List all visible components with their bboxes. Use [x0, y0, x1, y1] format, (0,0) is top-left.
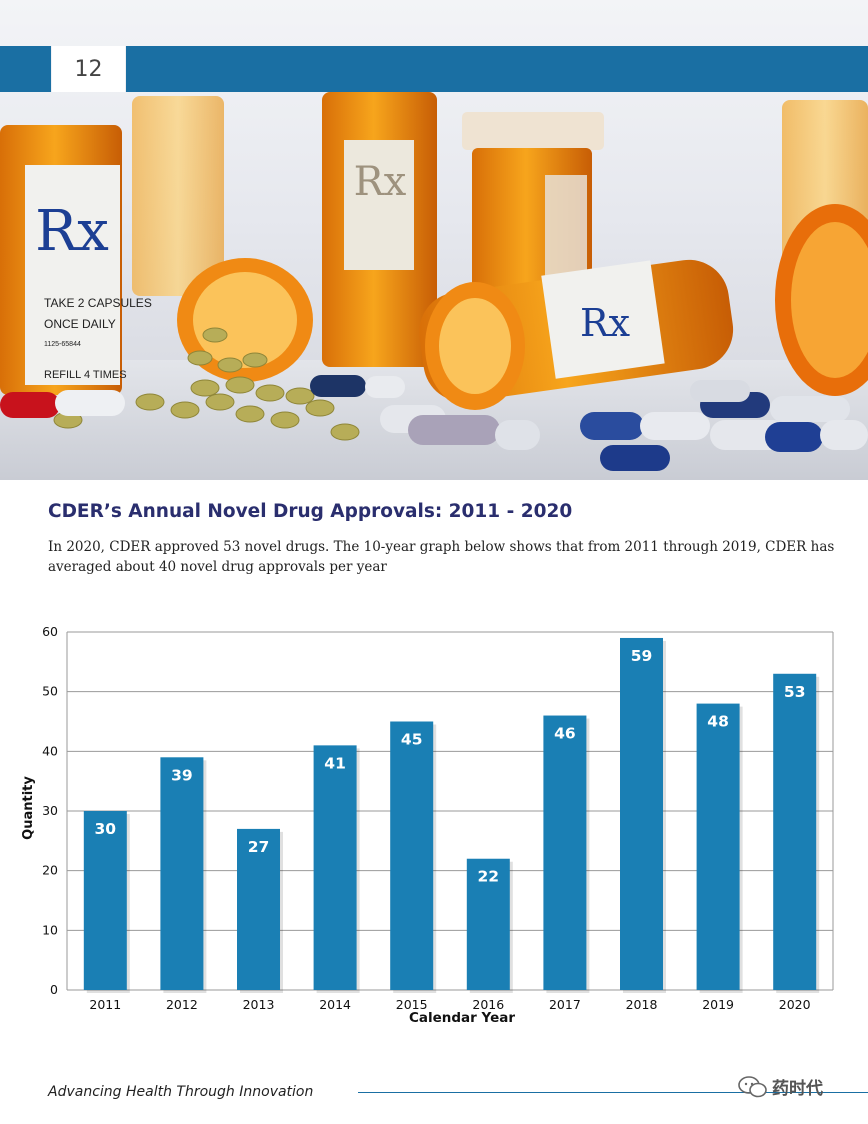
y-tick-label: 0: [50, 982, 58, 997]
footer-rule: [358, 1092, 868, 1093]
y-tick-label: 10: [42, 922, 58, 937]
page-number: 12: [52, 46, 125, 92]
data-label: 59: [631, 647, 653, 665]
svg-text:TAKE 2 CAPSULES: TAKE 2 CAPSULES: [44, 296, 152, 310]
bar-2019: [696, 703, 740, 990]
y-axis-label: Quantity: [21, 776, 36, 840]
y-tick-label: 60: [42, 624, 58, 639]
y-axis-ticks: 0 10 20 30 40 50 60: [42, 624, 58, 997]
bar-2014: [313, 745, 357, 990]
header-band-left: [0, 46, 51, 92]
pill-bottles-illustration: Rx TAKE 2 CAPSULES ONCE DAILY 1125-65844…: [0, 92, 868, 480]
bar-2013: [237, 828, 280, 990]
x-tick-label: 2018: [626, 997, 658, 1012]
watermark-text: 药时代: [772, 1079, 823, 1099]
svg-text:Rx: Rx: [354, 159, 407, 205]
data-label: 41: [324, 754, 346, 772]
x-tick-label: 2011: [89, 997, 121, 1012]
section-title: CDER’s Annual Novel Drug Approvals: 2011…: [48, 501, 573, 522]
header-band-right: [126, 46, 868, 92]
bar-2017: [543, 715, 587, 990]
data-label: 22: [478, 868, 500, 886]
x-tick-label: 2015: [396, 997, 428, 1012]
data-label: 48: [707, 713, 729, 731]
bar-2012: [160, 757, 204, 990]
x-tick-label: 2012: [166, 997, 198, 1012]
y-tick-label: 20: [42, 863, 58, 878]
x-tick-label: 2014: [319, 997, 351, 1012]
y-tick-label: 50: [42, 684, 58, 699]
data-label: 39: [171, 766, 193, 784]
x-axis-label: Calendar Year: [409, 1010, 515, 1026]
x-tick-label: 2016: [472, 997, 504, 1012]
data-label: 27: [248, 838, 270, 856]
svg-text:REFILL 4 TIMES: REFILL 4 TIMES: [44, 369, 127, 381]
data-label: 46: [554, 725, 576, 743]
x-tick-label: 2013: [243, 997, 275, 1012]
watermark: 药时代: [738, 1074, 823, 1099]
bar-2018: [620, 637, 663, 990]
x-tick-label: 2017: [549, 997, 581, 1012]
svg-text:1125-65844: 1125-65844: [44, 341, 81, 348]
svg-text:Rx: Rx: [35, 199, 109, 264]
bar-2020: [773, 673, 817, 990]
wechat-icon: [738, 1075, 767, 1097]
data-label: 53: [784, 683, 806, 701]
footer-tagline: Advancing Health Through Innovation: [48, 1084, 314, 1100]
svg-text:ONCE DAILY: ONCE DAILY: [44, 317, 116, 331]
svg-text:Rx: Rx: [580, 301, 630, 345]
bar-2015: [390, 721, 434, 990]
x-axis-ticks: 2011 2012 2013 2014 2015 2016 2017 2018 2019 2020: [89, 997, 810, 1012]
bar-2016: [466, 858, 510, 990]
bar-2011: [83, 811, 127, 990]
intro-paragraph: In 2020, CDER approved 53 novel drugs. T…: [48, 539, 835, 575]
data-label: 45: [401, 731, 423, 749]
x-tick-label: 2019: [702, 997, 734, 1012]
bars: 30 39 27 41 45 22 46 59 48 53: [83, 637, 820, 993]
x-tick-label: 2020: [779, 997, 811, 1012]
y-tick-label: 40: [42, 743, 58, 758]
data-label: 30: [95, 820, 117, 838]
y-tick-label: 30: [42, 803, 58, 818]
